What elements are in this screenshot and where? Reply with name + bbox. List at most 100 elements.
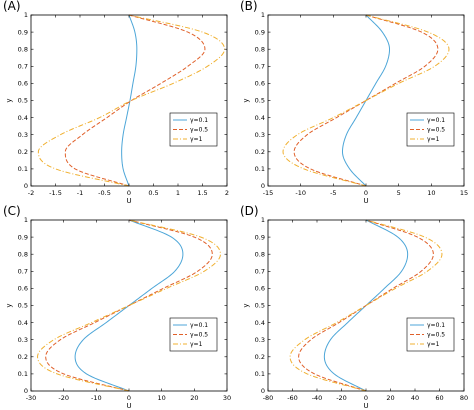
y-tick-label: 0.5 bbox=[18, 97, 28, 105]
x-tick-label: 1.5 bbox=[197, 189, 207, 197]
y-tick-label: 0.2 bbox=[18, 148, 28, 156]
panel-label: (D) bbox=[240, 204, 259, 218]
x-tick-label: 0 bbox=[127, 394, 131, 402]
y-tick-label: 0.3 bbox=[18, 336, 28, 344]
legend-box bbox=[406, 112, 455, 147]
y-tick-label: 0.6 bbox=[255, 285, 265, 293]
y-tick-label: 1 bbox=[24, 216, 28, 224]
x-tick-label: -80 bbox=[263, 394, 274, 402]
legend-label: γ=0.5 bbox=[427, 332, 445, 339]
y-tick-label: 0.6 bbox=[255, 80, 265, 88]
y-tick-label: 0 bbox=[24, 387, 28, 395]
y-tick-label: 0.8 bbox=[255, 250, 265, 258]
x-tick-label: -10 bbox=[91, 394, 102, 402]
plot-frame bbox=[30, 14, 228, 187]
series-line bbox=[282, 14, 450, 187]
chart-panel-a: (A) -2 -1.5 -1 -0.5 0 0.5 1 1.5 2 0 0.1 0.2 0.3 0.4 0.… bbox=[0, 0, 237, 205]
legend-label: γ=1 bbox=[427, 341, 440, 348]
x-tick-label: -5 bbox=[330, 189, 336, 197]
y-tick-label: 0.9 bbox=[255, 233, 265, 241]
series-group bbox=[289, 219, 443, 392]
y-axis-label: y bbox=[5, 98, 13, 102]
series-line bbox=[37, 14, 226, 187]
legend-label: γ=0.1 bbox=[190, 322, 208, 329]
y-axis-label: y bbox=[242, 303, 250, 307]
y-tick-label: 0.3 bbox=[255, 131, 265, 139]
legend-label: γ=0.1 bbox=[190, 117, 208, 124]
y-tick-label: 0.7 bbox=[255, 63, 265, 71]
panel-label: (A) bbox=[3, 0, 21, 13]
x-axis-label: U bbox=[363, 402, 368, 410]
y-tick-label: 0.3 bbox=[255, 336, 265, 344]
y-tick-label: 0.1 bbox=[18, 165, 28, 173]
x-tick-label: 20 bbox=[386, 394, 394, 402]
y-tick-label: 0.4 bbox=[255, 114, 265, 122]
legend-box bbox=[406, 317, 455, 352]
x-tick-label: 1 bbox=[176, 189, 180, 197]
y-tick-label: 0.5 bbox=[255, 302, 265, 310]
x-tick-label: 10 bbox=[427, 189, 435, 197]
panel-label: (C) bbox=[3, 204, 21, 218]
y-tick-label: 0.5 bbox=[18, 302, 28, 310]
chart-svg: -15 -10 -5 0 5 10 15 0 0.1 0.2 0.3 0.4 0.5 0.6 0.7 0.8 0… bbox=[242, 11, 468, 205]
legend-label: γ=0.1 bbox=[427, 117, 445, 124]
y-tick-label: 0.5 bbox=[255, 97, 265, 105]
x-tick-label: 80 bbox=[460, 394, 468, 402]
legend-box bbox=[169, 112, 218, 147]
y-tick-label: 0.7 bbox=[255, 268, 265, 276]
y-tick-label: 0.4 bbox=[18, 319, 28, 327]
legend: γ=0.1 γ=0.5 γ=1 bbox=[169, 317, 218, 352]
legend: γ=0.1 γ=0.5 γ=1 bbox=[406, 317, 455, 352]
y-tick-label: 0.8 bbox=[18, 250, 28, 258]
x-tick-label: 5 bbox=[397, 189, 401, 197]
series-group bbox=[37, 219, 221, 392]
x-tick-label: -1 bbox=[77, 189, 83, 197]
y-tick-label: 0.1 bbox=[255, 165, 265, 173]
y-tick-label: 0.9 bbox=[18, 233, 28, 241]
y-tick-label: 0.7 bbox=[18, 63, 28, 71]
x-tick-label: -10 bbox=[295, 189, 306, 197]
series-line bbox=[289, 219, 443, 392]
x-axis-label: U bbox=[126, 197, 131, 205]
legend-label: γ=1 bbox=[427, 136, 440, 143]
chart-svg: -80 -60 -40 -20 0 20 40 60 80 0 0.1 0.2 0.3 0.4 0.5 0.6… bbox=[242, 216, 468, 410]
x-tick-label: 0.5 bbox=[148, 189, 158, 197]
series-line bbox=[37, 219, 221, 392]
y-tick-label: 0.8 bbox=[255, 45, 265, 53]
y-tick-label: 0 bbox=[24, 182, 28, 190]
x-axis-label: U bbox=[363, 197, 368, 205]
y-tick-label: 0.3 bbox=[18, 131, 28, 139]
x-tick-label: 10 bbox=[158, 394, 166, 402]
series-line bbox=[64, 14, 206, 187]
series-group bbox=[37, 14, 226, 187]
x-tick-label: 30 bbox=[223, 394, 231, 402]
y-tick-label: 0.2 bbox=[255, 148, 265, 156]
y-tick-label: 1 bbox=[261, 216, 265, 224]
x-tick-label: 40 bbox=[411, 394, 419, 402]
y-tick-label: 0.7 bbox=[18, 268, 28, 276]
y-tick-label: 0.9 bbox=[255, 28, 265, 36]
legend-label: γ=0.5 bbox=[190, 332, 208, 339]
y-tick-label: 0.4 bbox=[18, 114, 28, 122]
y-tick-label: 0.1 bbox=[255, 370, 265, 378]
y-axis-label: y bbox=[242, 98, 250, 102]
x-tick-label: -0.5 bbox=[98, 189, 111, 197]
y-tick-label: 0.4 bbox=[255, 319, 265, 327]
x-tick-label: 0 bbox=[364, 394, 368, 402]
legend-label: γ=1 bbox=[190, 136, 203, 143]
chart-svg: -2 -1.5 -1 -0.5 0 0.5 1 1.5 2 0 0.1 0.2 0.3 0.4 0.5 0.6… bbox=[5, 11, 229, 205]
x-tick-label: 60 bbox=[435, 394, 443, 402]
x-tick-label: -1.5 bbox=[49, 189, 62, 197]
x-tick-label: -15 bbox=[263, 189, 274, 197]
legend: γ=0.1 γ=0.5 γ=1 bbox=[169, 112, 218, 147]
x-tick-label: 15 bbox=[460, 189, 468, 197]
panel-label: (B) bbox=[240, 0, 258, 13]
x-tick-label: -20 bbox=[58, 394, 69, 402]
x-tick-label: -20 bbox=[336, 394, 347, 402]
series-line bbox=[45, 219, 213, 392]
x-tick-label: -60 bbox=[287, 394, 298, 402]
x-tick-label: 2 bbox=[225, 189, 229, 197]
x-tick-label: -2 bbox=[28, 189, 34, 197]
legend: γ=0.1 γ=0.5 γ=1 bbox=[406, 112, 455, 147]
